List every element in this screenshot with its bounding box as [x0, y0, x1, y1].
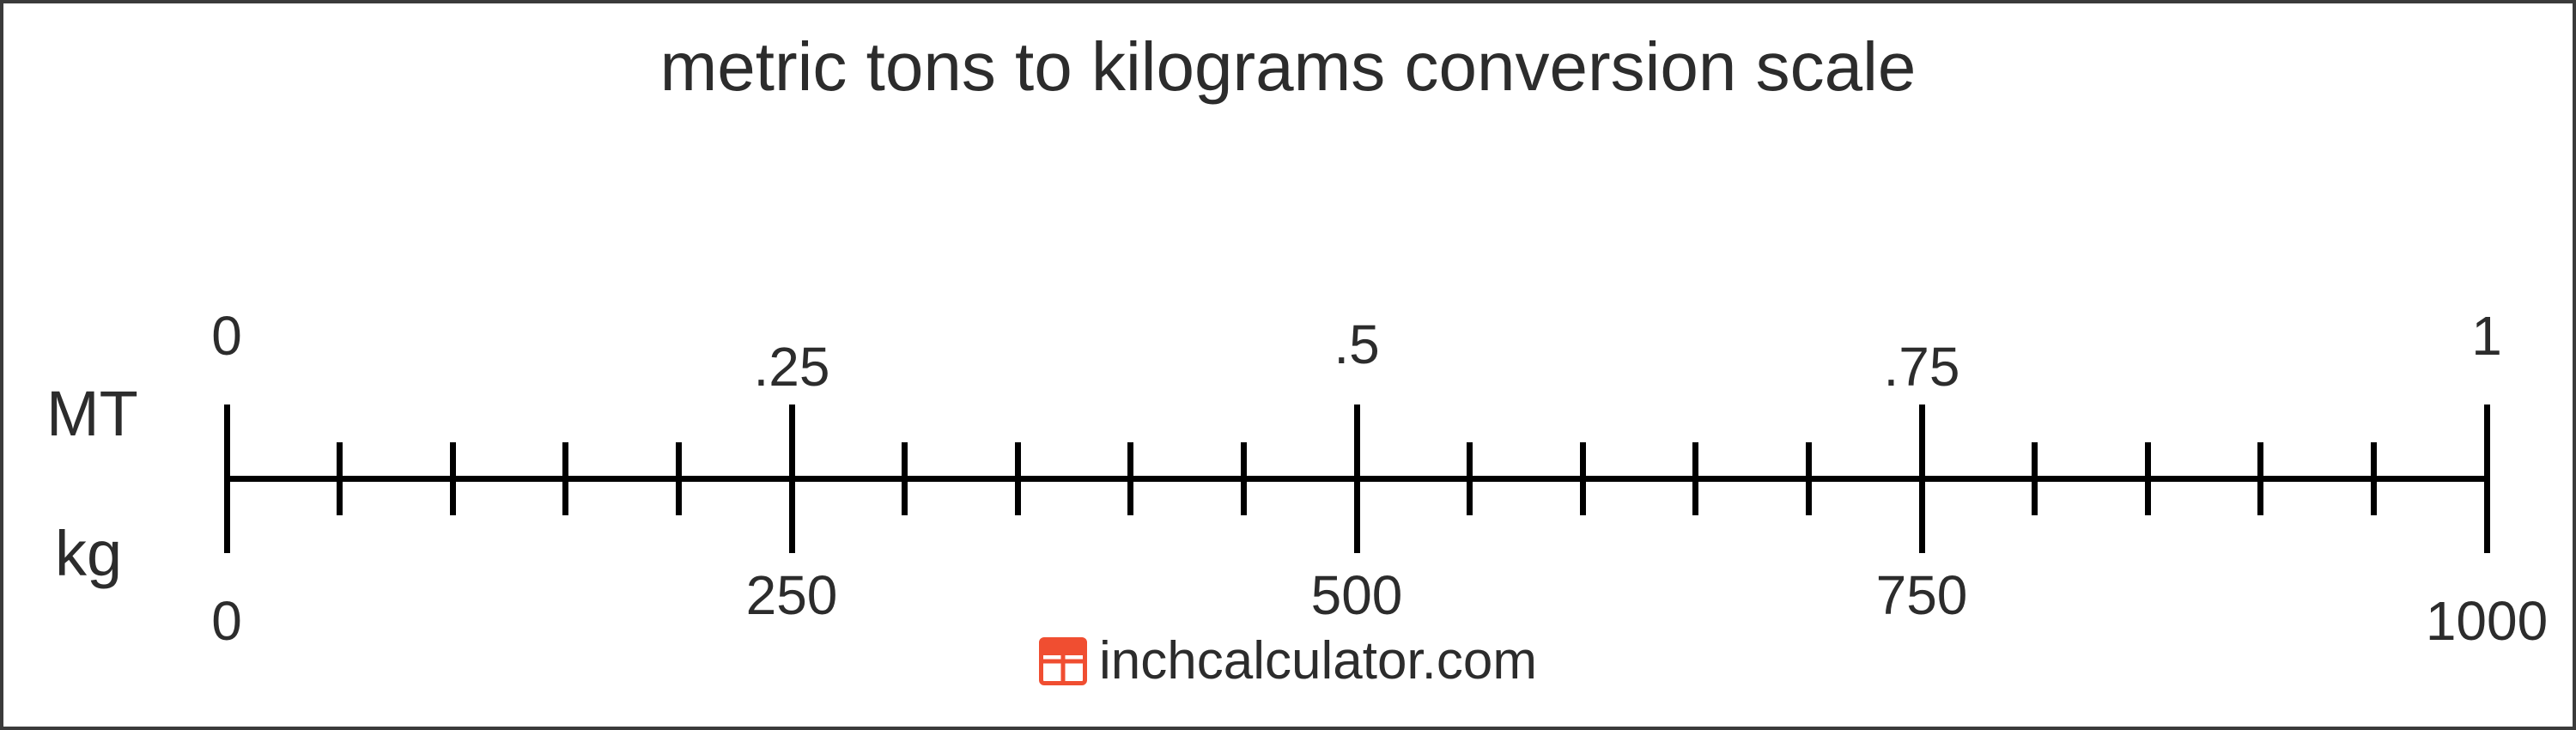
tick-bottom	[2484, 476, 2490, 553]
tick-bottom	[1127, 476, 1133, 515]
tick-bottom	[676, 476, 682, 515]
tick-top	[789, 405, 795, 482]
tick-bottom	[1806, 476, 1812, 515]
tick-bottom	[2032, 476, 2038, 515]
tick-bottom	[1467, 476, 1473, 515]
tick-bottom	[902, 476, 908, 515]
tick-bottom	[1580, 476, 1586, 515]
tick-top	[1354, 405, 1360, 482]
tick-bottom	[2371, 476, 2377, 515]
tick-bottom	[1015, 476, 1021, 515]
tick-bottom	[450, 476, 456, 515]
unit-label-mt: MT	[46, 377, 138, 450]
tick-bottom	[562, 476, 568, 515]
tick-bottom	[2145, 476, 2151, 515]
conversion-scale-panel: metric tons to kilograms conversion scal…	[0, 0, 2576, 730]
page-title: metric tons to kilograms conversion scal…	[3, 3, 2573, 106]
tick-bottom	[337, 476, 343, 515]
tick-bottom	[2257, 476, 2263, 515]
tick-top	[1919, 405, 1925, 482]
tick-label-bottom: 250	[746, 563, 838, 627]
unit-label-kg: kg	[55, 517, 122, 590]
tick-bottom	[1241, 476, 1247, 515]
tick-bottom	[224, 476, 230, 553]
tick-label-top: .25	[754, 335, 830, 398]
footer: inchcalculator.com	[3, 630, 2573, 691]
calculator-icon	[1039, 637, 1087, 685]
tick-bottom	[1919, 476, 1925, 553]
tick-bottom	[789, 476, 795, 553]
tick-top	[2484, 405, 2490, 482]
tick-label-top: .75	[1884, 335, 1960, 398]
tick-label-bottom: 500	[1311, 563, 1403, 627]
tick-label-top: 0	[211, 304, 242, 368]
site-link[interactable]: inchcalculator.com	[1099, 630, 1537, 691]
tick-label-top: 1	[2471, 304, 2502, 368]
tick-bottom	[1692, 476, 1698, 515]
tick-label-top: .5	[1334, 313, 1379, 376]
tick-bottom	[1354, 476, 1360, 553]
tick-top	[224, 405, 230, 482]
tick-label-bottom: 750	[1876, 563, 1968, 627]
